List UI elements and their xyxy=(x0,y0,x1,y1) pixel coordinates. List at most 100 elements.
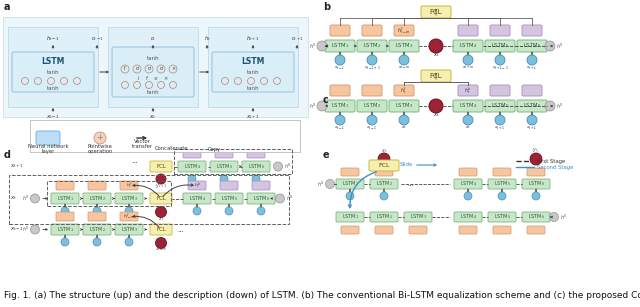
FancyBboxPatch shape xyxy=(527,226,545,234)
Text: LSTM$_3$: LSTM$_3$ xyxy=(120,225,138,234)
Circle shape xyxy=(532,192,540,200)
FancyBboxPatch shape xyxy=(120,181,138,190)
Text: $h_t$: $h_t$ xyxy=(204,35,211,44)
Text: tanh: tanh xyxy=(147,56,159,61)
FancyBboxPatch shape xyxy=(362,25,382,36)
Circle shape xyxy=(121,65,129,73)
Circle shape xyxy=(550,212,559,221)
Text: $x_{t-1}$: $x_{t-1}$ xyxy=(46,113,60,121)
FancyBboxPatch shape xyxy=(421,70,451,82)
Text: FCL: FCL xyxy=(429,9,442,15)
Circle shape xyxy=(326,180,335,188)
Text: tanh: tanh xyxy=(147,90,159,95)
Text: LSTM$_5$: LSTM$_5$ xyxy=(491,41,509,50)
FancyBboxPatch shape xyxy=(458,25,478,36)
Circle shape xyxy=(93,207,101,215)
Circle shape xyxy=(188,175,196,183)
Circle shape xyxy=(134,81,141,88)
Text: LSTM$_6$: LSTM$_6$ xyxy=(253,194,269,203)
Text: tanh: tanh xyxy=(246,69,259,75)
Text: $x_{t-L}$: $x_{t-L}$ xyxy=(334,64,346,72)
Text: ...: ... xyxy=(178,227,184,232)
FancyBboxPatch shape xyxy=(183,193,211,204)
FancyBboxPatch shape xyxy=(375,168,393,176)
Circle shape xyxy=(378,153,390,165)
Text: $y_{t_0}$: $y_{t_0}$ xyxy=(532,147,540,155)
Text: Neural network
layer: Neural network layer xyxy=(28,144,68,154)
FancyBboxPatch shape xyxy=(517,40,547,52)
Text: b: b xyxy=(323,2,330,12)
Bar xyxy=(208,27,298,107)
FancyBboxPatch shape xyxy=(409,226,427,234)
FancyBboxPatch shape xyxy=(51,193,79,204)
Circle shape xyxy=(252,175,260,183)
Text: LSTM$_3$: LSTM$_3$ xyxy=(395,102,413,111)
FancyBboxPatch shape xyxy=(370,212,398,222)
Circle shape xyxy=(463,55,473,65)
Text: $h^0$: $h^0$ xyxy=(22,194,29,203)
Circle shape xyxy=(220,175,228,183)
Circle shape xyxy=(260,77,268,84)
Circle shape xyxy=(47,77,54,84)
Circle shape xyxy=(399,115,409,125)
FancyBboxPatch shape xyxy=(362,85,382,96)
Text: LSTM$_3$: LSTM$_3$ xyxy=(395,41,413,50)
Text: $x_t$: $x_t$ xyxy=(465,125,471,131)
Circle shape xyxy=(527,55,537,65)
Text: $x_t$: $x_t$ xyxy=(401,125,407,131)
Text: $h^b_t$: $h^b_t$ xyxy=(193,180,200,191)
FancyBboxPatch shape xyxy=(215,149,233,158)
Circle shape xyxy=(527,115,537,125)
FancyBboxPatch shape xyxy=(527,168,545,176)
Text: ...: ... xyxy=(132,158,138,164)
Text: LSTM$_4$: LSTM$_4$ xyxy=(189,194,205,203)
FancyBboxPatch shape xyxy=(83,224,111,235)
Text: LSTM$_2$: LSTM$_2$ xyxy=(363,41,381,50)
Text: LSTM$_5$: LSTM$_5$ xyxy=(221,194,237,203)
Text: LSTM$_6$: LSTM$_6$ xyxy=(523,41,541,50)
Text: $x_{t-m}$: $x_{t-m}$ xyxy=(397,65,410,71)
Text: FCL: FCL xyxy=(429,73,442,79)
FancyBboxPatch shape xyxy=(485,40,515,52)
Text: LSTM$_6$: LSTM$_6$ xyxy=(527,212,545,221)
Text: LSTM$_4$: LSTM$_4$ xyxy=(460,180,477,188)
Text: $x_{t-1}$: $x_{t-1}$ xyxy=(10,226,24,233)
Circle shape xyxy=(367,55,377,65)
FancyBboxPatch shape xyxy=(115,224,143,235)
FancyBboxPatch shape xyxy=(490,85,510,96)
FancyBboxPatch shape xyxy=(370,179,398,189)
Circle shape xyxy=(93,238,101,246)
Text: $x_t$: $x_t$ xyxy=(433,111,440,119)
Text: ...: ... xyxy=(408,181,414,187)
FancyBboxPatch shape xyxy=(247,149,265,158)
FancyBboxPatch shape xyxy=(522,179,550,189)
Circle shape xyxy=(257,207,265,215)
Text: Slide: Slide xyxy=(400,162,413,168)
Text: tanh: tanh xyxy=(47,87,60,91)
Bar xyxy=(3,17,308,117)
Text: σ: σ xyxy=(147,67,150,72)
Text: LSTM$_2$: LSTM$_2$ xyxy=(376,180,392,188)
Text: LSTM$_5$: LSTM$_5$ xyxy=(493,180,511,188)
Text: $x_{t-m}$: $x_{t-m}$ xyxy=(155,247,167,253)
Text: LSTM$_1$: LSTM$_1$ xyxy=(342,212,358,221)
Text: LSTM$_6$: LSTM$_6$ xyxy=(527,180,545,188)
Bar xyxy=(174,149,292,174)
FancyBboxPatch shape xyxy=(522,212,550,222)
Text: i    f    o    ×: i f o × xyxy=(138,76,168,81)
FancyBboxPatch shape xyxy=(490,25,510,36)
Text: $x_{t-L}$: $x_{t-L}$ xyxy=(334,124,346,132)
Text: $h^f_{t-m}$: $h^f_{t-m}$ xyxy=(123,211,135,222)
FancyBboxPatch shape xyxy=(325,100,355,112)
Circle shape xyxy=(273,162,282,171)
Text: $c_{t+1}$: $c_{t+1}$ xyxy=(291,35,303,43)
FancyBboxPatch shape xyxy=(517,100,547,112)
FancyBboxPatch shape xyxy=(51,224,79,235)
Text: $h^f_t$: $h^f_t$ xyxy=(125,180,132,191)
Text: LSTM$_1$: LSTM$_1$ xyxy=(56,194,74,203)
Text: $x_{t+1}$: $x_{t+1}$ xyxy=(494,124,506,132)
Circle shape xyxy=(133,65,141,73)
FancyBboxPatch shape xyxy=(369,160,399,171)
Text: LSTM$_1$: LSTM$_1$ xyxy=(56,225,74,234)
FancyBboxPatch shape xyxy=(341,226,359,234)
